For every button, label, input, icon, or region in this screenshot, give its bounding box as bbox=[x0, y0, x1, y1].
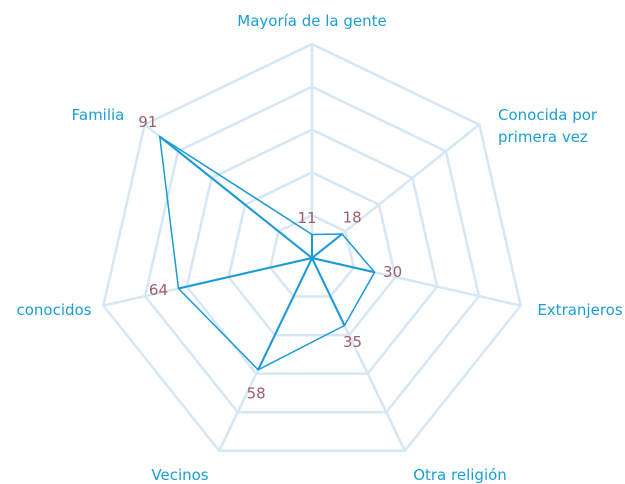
axis-label: Familia bbox=[71, 106, 125, 124]
data-spoke bbox=[311, 233, 343, 259]
data-spoke bbox=[178, 257, 313, 290]
value-label: 35 bbox=[343, 333, 362, 351]
data-spoke bbox=[159, 135, 313, 259]
data-outline bbox=[158, 135, 376, 371]
data-spoke bbox=[311, 257, 375, 274]
value-label: 18 bbox=[343, 208, 362, 226]
grid-ring bbox=[102, 42, 522, 453]
grid-ring bbox=[268, 213, 356, 298]
value-label: 64 bbox=[149, 281, 168, 299]
axis-label: Vecinos bbox=[151, 466, 209, 484]
value-label: 30 bbox=[383, 263, 402, 281]
axis-label: conocidos bbox=[16, 301, 92, 319]
axis-label: Otra religión bbox=[413, 466, 507, 484]
axis-label: Mayoría de la gente bbox=[237, 12, 387, 30]
grid-ring bbox=[185, 128, 439, 375]
data-spoke bbox=[257, 257, 313, 371]
axis-label: Conocida por primera vez bbox=[498, 106, 598, 146]
data-spoke bbox=[311, 257, 346, 326]
grid-ring bbox=[227, 171, 397, 337]
value-label: 11 bbox=[297, 209, 316, 227]
grid-ring bbox=[143, 85, 481, 414]
value-label: 58 bbox=[247, 384, 266, 402]
axis-label: Extranjeros bbox=[537, 301, 623, 319]
value-label: 91 bbox=[138, 113, 157, 131]
